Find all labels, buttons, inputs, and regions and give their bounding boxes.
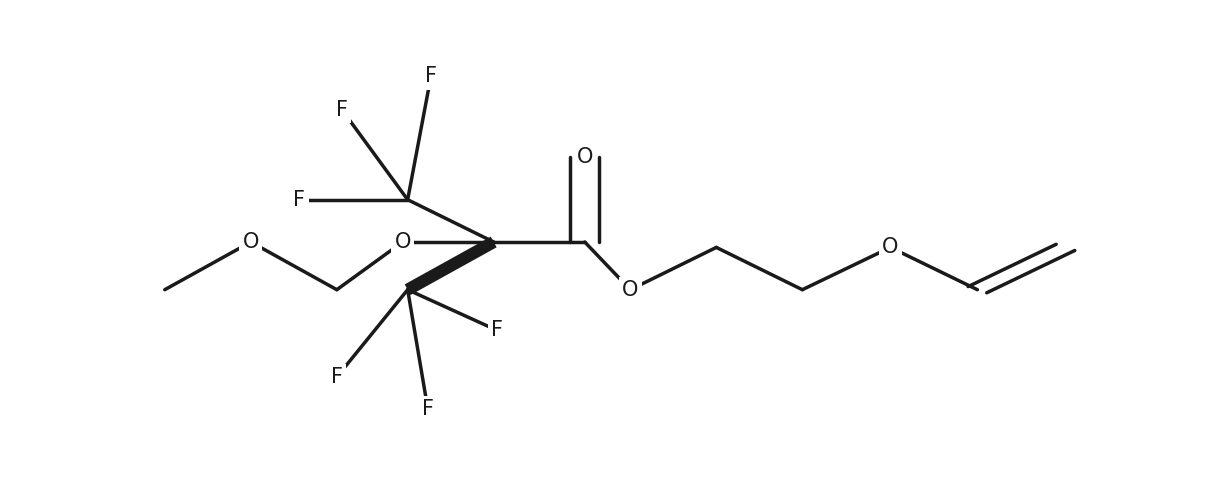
Text: O: O [577,148,593,167]
Text: F: F [425,66,437,87]
Text: O: O [622,280,639,300]
Text: O: O [882,237,899,257]
Text: F: F [422,399,434,420]
Text: F: F [491,320,502,340]
Text: F: F [336,100,348,120]
Text: O: O [243,232,259,252]
Text: F: F [330,367,342,387]
Text: F: F [293,190,305,210]
Text: O: O [394,232,410,252]
